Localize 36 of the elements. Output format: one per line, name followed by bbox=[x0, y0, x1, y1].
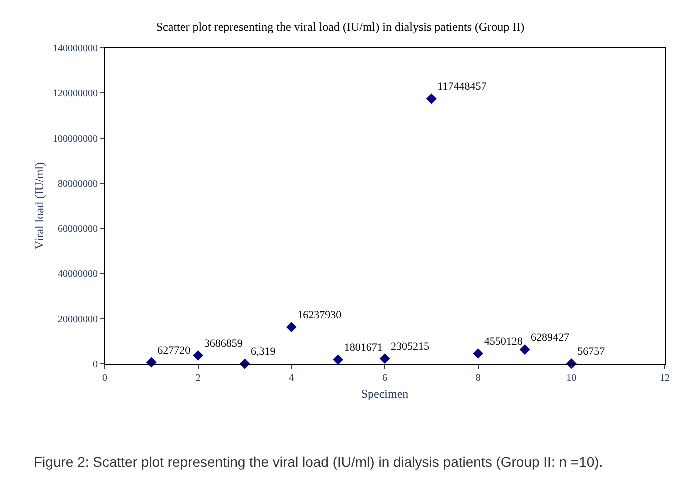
y-tick-label: 0 bbox=[93, 360, 98, 370]
y-tick-label: 20000000 bbox=[58, 314, 98, 326]
data-label: 4550128 bbox=[484, 336, 524, 348]
data-label: 6,319 bbox=[251, 346, 276, 358]
x-tick-label: 6 bbox=[382, 373, 388, 384]
y-axis-title: Viral load (IU/ml) bbox=[32, 162, 46, 250]
data-label: 1801671 bbox=[344, 342, 383, 354]
x-tick-label: 12 bbox=[660, 373, 670, 384]
point bbox=[286, 322, 297, 333]
caption: Figure 2: Scatter plot representing the viral load (IU/ml) in dialysis patients (Group II: n =10). bbox=[34, 454, 604, 470]
point bbox=[426, 94, 437, 104]
y-tick-label: 120000000 bbox=[53, 88, 98, 100]
x-tick-label: 10 bbox=[566, 373, 577, 384]
x-tick-label: 2 bbox=[196, 373, 201, 384]
x-tick-label: 0 bbox=[102, 373, 108, 384]
y-tick-label: 80000000 bbox=[58, 178, 98, 190]
data-label: 117448457 bbox=[438, 81, 488, 94]
y-tick-label: 40000000 bbox=[58, 269, 98, 280]
point bbox=[333, 354, 344, 366]
data-label: 56757 bbox=[578, 346, 606, 358]
x-tick-label: 4 bbox=[289, 373, 294, 384]
y-tick-label: 60000000 bbox=[58, 224, 98, 236]
point bbox=[193, 350, 204, 361]
data-label: 627720 bbox=[158, 344, 192, 357]
point bbox=[520, 344, 530, 355]
point bbox=[473, 348, 484, 359]
data-label: 6289427 bbox=[531, 332, 570, 344]
x-tick-label: 8 bbox=[476, 373, 481, 384]
y-tick-label: 100000000 bbox=[53, 134, 98, 145]
x-axis-title: Specimen bbox=[361, 386, 409, 401]
point bbox=[380, 354, 390, 364]
data-label: 3686859 bbox=[204, 338, 244, 350]
data-label: 16237930 bbox=[298, 310, 342, 322]
chart-title: Scatter plot representing the viral load (IU/ml) in dialysis patients (Group II) bbox=[156, 20, 525, 34]
y-tick-label: 140000000 bbox=[53, 44, 98, 54]
data-label: 2305215 bbox=[391, 341, 430, 354]
